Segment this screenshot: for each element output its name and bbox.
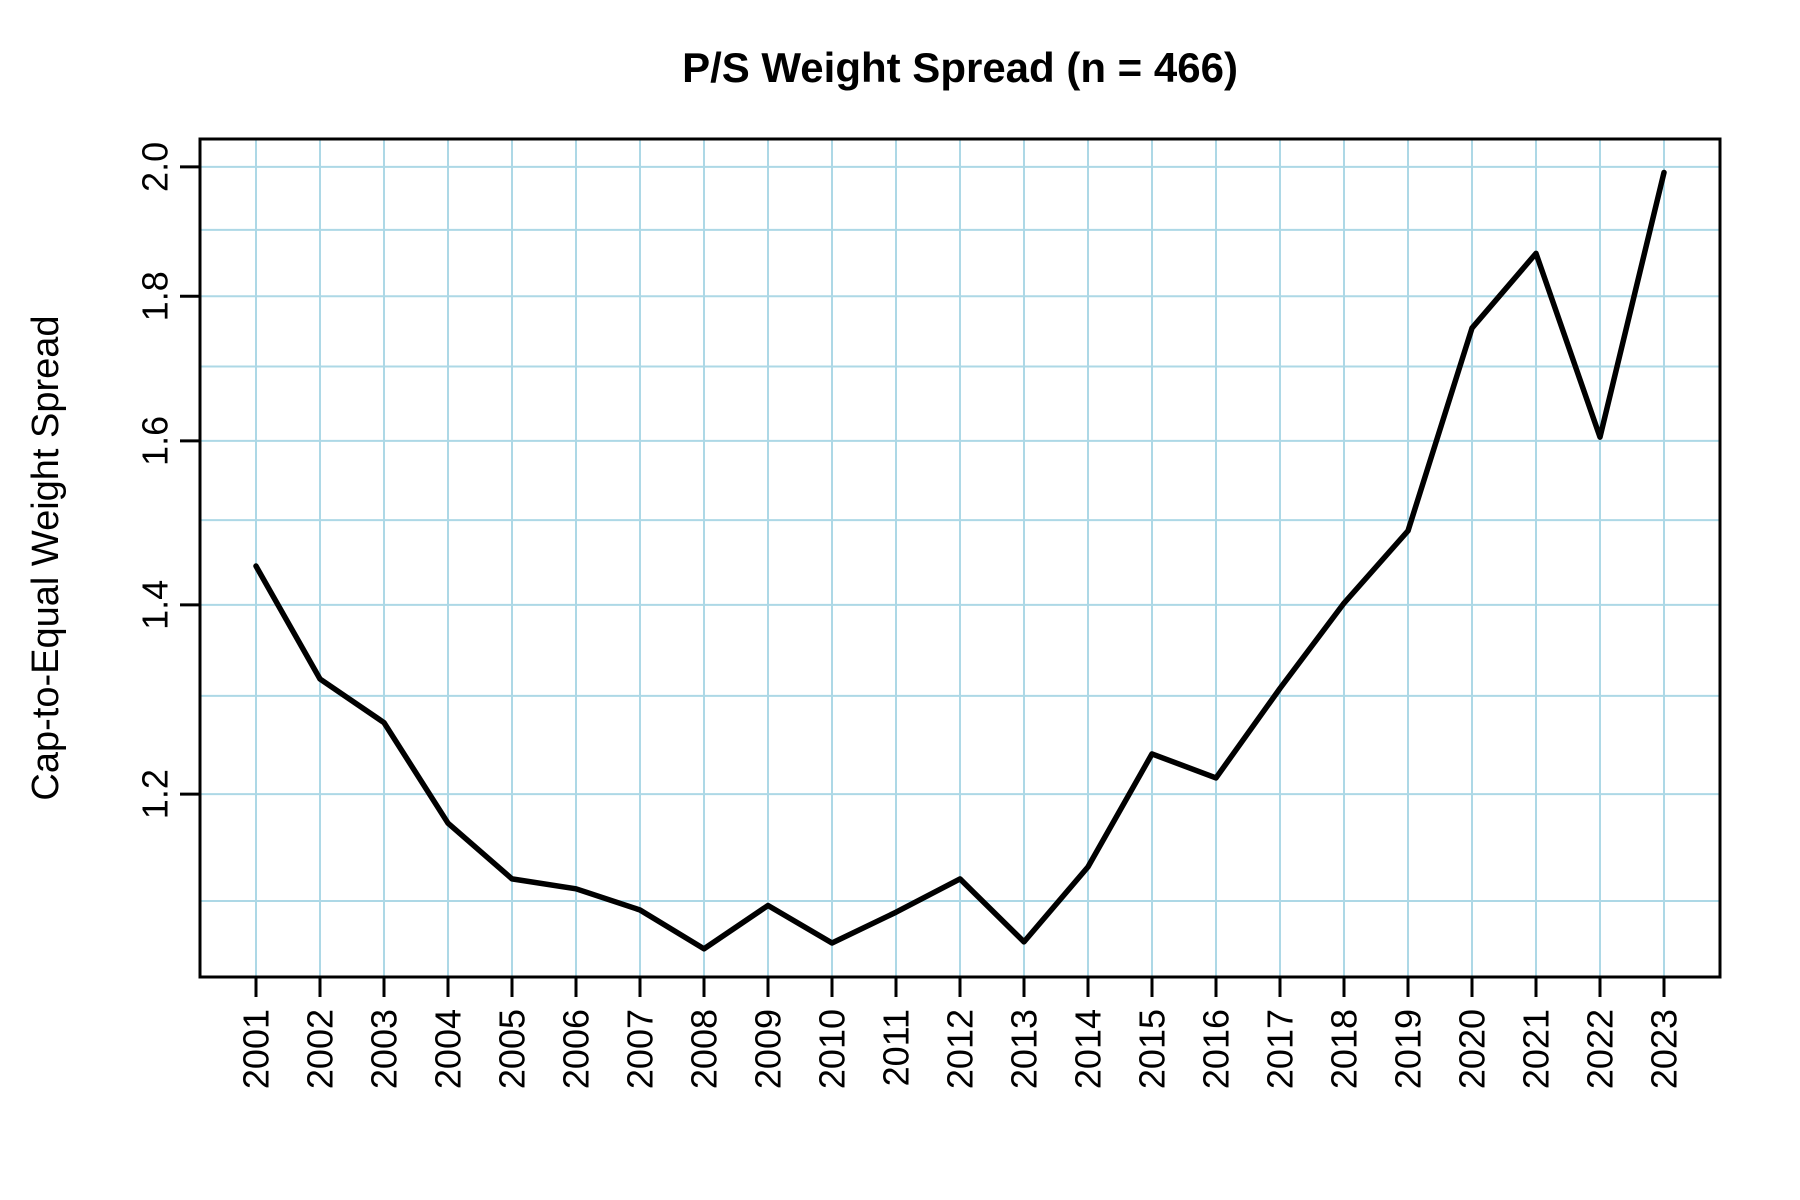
x-tick-label: 2016 <box>1196 1009 1237 1089</box>
x-tick-label: 2015 <box>1132 1009 1173 1089</box>
x-tick-label: 2017 <box>1260 1009 1301 1089</box>
x-tick-label: 2014 <box>1068 1009 1109 1089</box>
chart-title: P/S Weight Spread (n = 466) <box>682 44 1238 91</box>
x-tick-label: 2019 <box>1388 1009 1429 1089</box>
y-axis-title: Cap-to-Equal Weight Spread <box>25 315 67 800</box>
series-layer <box>253 169 1667 952</box>
x-tick-label: 2006 <box>556 1009 597 1089</box>
y-tick-label: 1.8 <box>135 271 176 321</box>
x-tick-label: 2001 <box>236 1009 277 1089</box>
y-tick-label: 1.2 <box>135 769 176 819</box>
axis-layer <box>180 137 1722 997</box>
x-tick-label: 2003 <box>364 1009 405 1089</box>
series-line <box>253 169 1667 952</box>
x-tick-label: 2013 <box>1004 1009 1045 1089</box>
x-tick-label: 2009 <box>748 1009 789 1089</box>
x-tick-label: 2021 <box>1516 1009 1557 1089</box>
y-tick-label: 2.0 <box>135 142 176 192</box>
grid-layer <box>200 139 1720 977</box>
x-tick-label: 2018 <box>1324 1009 1365 1089</box>
x-tick-label: 2007 <box>620 1009 661 1089</box>
x-tick-label: 2011 <box>876 1009 917 1086</box>
x-tick-label: 2023 <box>1644 1009 1685 1089</box>
y-tick-label: 1.4 <box>135 580 176 630</box>
x-tick-label: 2010 <box>812 1009 853 1089</box>
y-tick-label: 1.6 <box>135 416 176 466</box>
x-tick-label: 2008 <box>684 1009 725 1089</box>
x-tick-label: 2020 <box>1452 1009 1493 1089</box>
x-tick-label: 2002 <box>300 1009 341 1089</box>
x-tick-label: 2012 <box>940 1009 981 1089</box>
x-tick-label: 2022 <box>1580 1009 1621 1089</box>
tick-label-layer: 2001 2002 2003 2004 2005 2006 2007 2008 2009 2010… <box>135 142 1685 1089</box>
x-tick-label: 2005 <box>492 1009 533 1089</box>
x-tick-label: 2004 <box>428 1009 469 1089</box>
